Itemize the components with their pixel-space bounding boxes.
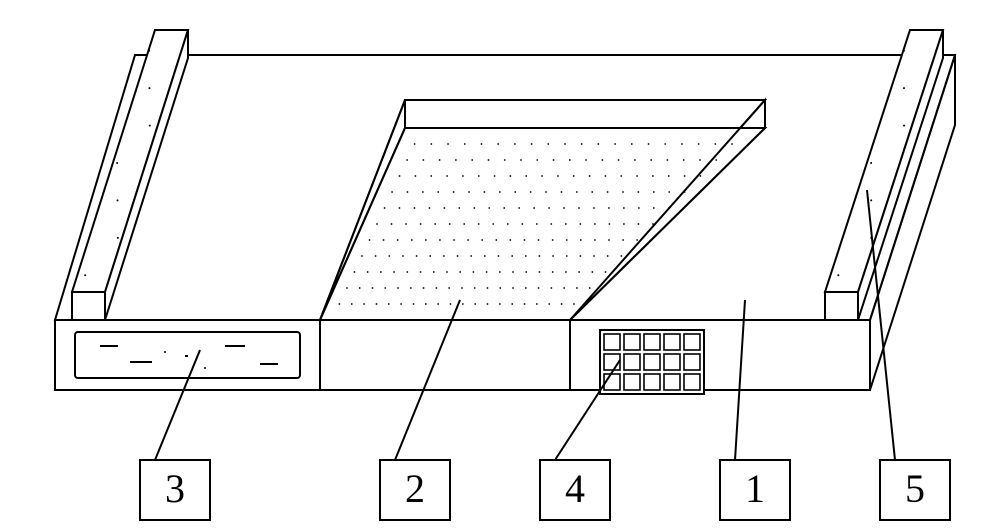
right-cavity — [600, 330, 704, 394]
label-text-5: 5 — [905, 466, 925, 511]
label-text-3: 3 — [165, 466, 185, 511]
left-cavity — [75, 332, 300, 378]
label-text-2: 2 — [405, 466, 425, 511]
figure-diagram: 3 2 4 1 5 — [0, 0, 1000, 531]
label-text-1: 1 — [745, 466, 765, 511]
label-text-4: 4 — [565, 466, 585, 511]
